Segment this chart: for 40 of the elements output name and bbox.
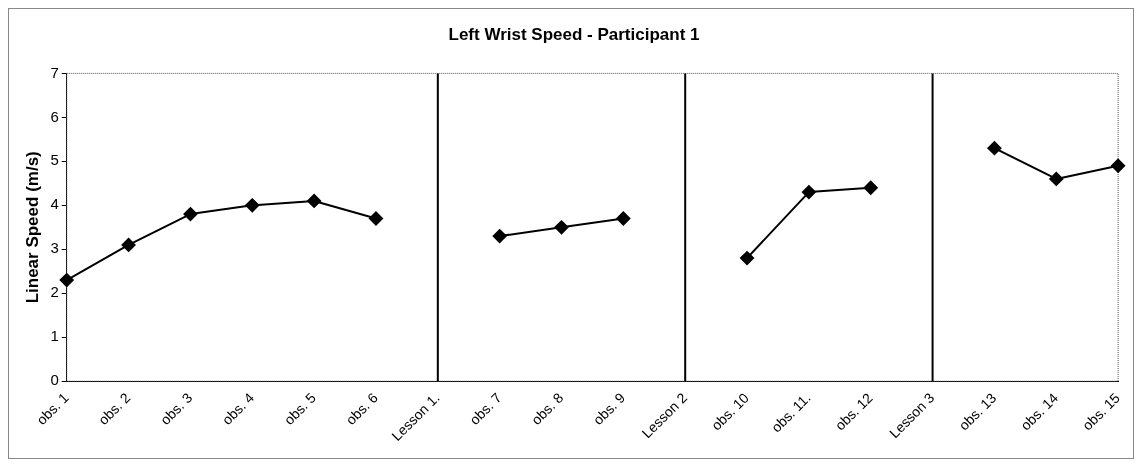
x-tick-label: obs. 11.	[767, 389, 814, 436]
x-tick-label: obs. 4	[218, 389, 258, 428]
y-tick-label: 2	[50, 283, 59, 301]
x-tick-label: obs. 8	[528, 389, 567, 428]
y-tick-label: 0	[50, 371, 59, 389]
point	[740, 251, 755, 266]
x-tick-label: obs. 10	[708, 389, 753, 434]
y-tick-label: 1	[50, 327, 59, 345]
point	[1111, 158, 1126, 173]
point	[987, 141, 1002, 156]
point	[59, 273, 74, 288]
y-tick-label: 5	[50, 151, 59, 169]
x-tick-label: obs. 3	[157, 389, 196, 428]
y-tick-label: 6	[50, 107, 59, 125]
point	[121, 237, 136, 252]
x-tick-label: obs. 13	[955, 389, 1000, 434]
point	[616, 211, 631, 226]
y-tick-label: 3	[50, 239, 59, 257]
y-axis-title: Linear Speed (m/s)	[22, 151, 42, 304]
x-tick-label: obs. 5	[280, 389, 320, 428]
point	[307, 193, 322, 208]
point	[245, 198, 260, 213]
point	[554, 220, 569, 235]
x-tick-label: obs. 14	[1017, 389, 1062, 434]
chart-title: Left Wrist Speed - Participant 1	[448, 24, 700, 44]
point	[183, 207, 198, 222]
point	[863, 180, 878, 195]
point	[368, 211, 383, 226]
x-tick-label: obs. 12	[831, 389, 876, 434]
x-tick-label: obs. 6	[342, 389, 381, 428]
x-tick-label: obs. 9	[589, 389, 629, 428]
x-tick-label: obs. 15	[1079, 389, 1124, 434]
y-tick-label: 4	[50, 195, 59, 213]
x-tick-label: obs. 2	[95, 389, 134, 428]
x-tick-label: obs. 1	[33, 389, 72, 428]
point	[1049, 171, 1064, 186]
point	[801, 185, 816, 200]
x-tick-label: obs. 7	[466, 389, 505, 428]
y-tick-label: 7	[50, 63, 59, 81]
point	[492, 229, 507, 244]
